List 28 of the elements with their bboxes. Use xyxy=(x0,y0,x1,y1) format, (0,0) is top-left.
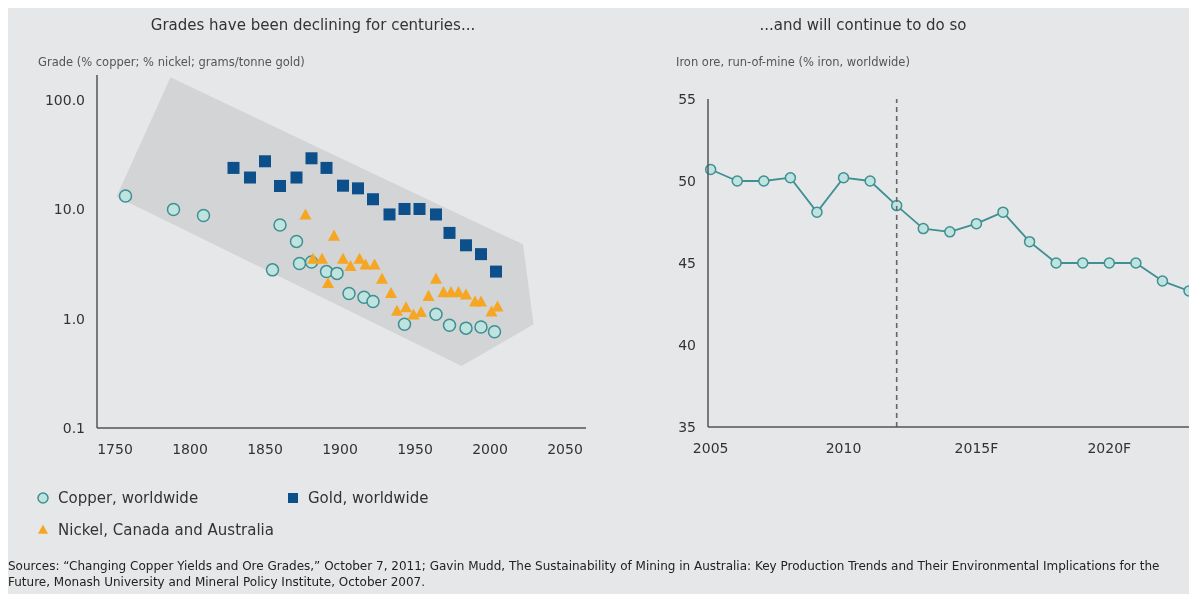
x-tick-label: 1750 xyxy=(97,441,133,457)
y-tick-label: 0.1 xyxy=(62,420,85,436)
x-tick-label: 2020F xyxy=(1087,440,1132,456)
y-tick-label: 50 xyxy=(678,173,696,189)
x-tick-label: 2050 xyxy=(547,441,583,457)
source-note: Sources: “Changing Copper Yields and Ore Grades,” October 7, 2011; Gavin Mudd, The Sustainability of Mining in Australia: Key Production Trends and Their Environmental Implications for the Future, Monash University and Mineral Policy Institute, October 2007. xyxy=(8,558,1161,590)
x-tick-label: 2010 xyxy=(825,440,862,456)
x-tick-label: 1900 xyxy=(322,441,358,457)
legend-label: Nickel, Canada and Australia xyxy=(58,521,274,539)
y-axis-title: Grade (% copper; % nickel; grams/tonne gold) xyxy=(38,55,305,69)
x-tick-label: 2000 xyxy=(472,441,508,457)
chart-title: ...and will continue to do so xyxy=(759,16,967,34)
y-axis-title: Iron ore, run-of-mine (% iron, worldwide) xyxy=(676,55,910,69)
y-tick-label: 35 xyxy=(678,419,696,435)
x-tick-label: 2005 xyxy=(692,440,729,456)
y-tick-label: 10.0 xyxy=(53,201,85,218)
y-tick-label: 45 xyxy=(678,255,696,271)
x-tick-label: 2015F xyxy=(954,440,999,456)
legend-label: Copper, worldwide xyxy=(58,489,199,507)
y-tick-label: 55 xyxy=(678,91,696,107)
x-tick-label: 1850 xyxy=(247,441,283,457)
y-tick-label: 1.0 xyxy=(62,310,85,327)
legend-label: Gold, worldwide xyxy=(308,489,429,507)
x-tick-label: 1800 xyxy=(172,441,208,457)
y-tick-label: 100.0 xyxy=(44,92,85,109)
chart-title: Grades have been declining for centuries... xyxy=(150,16,476,34)
x-tick-label: 1950 xyxy=(397,441,433,457)
y-tick-label: 40 xyxy=(678,337,696,353)
